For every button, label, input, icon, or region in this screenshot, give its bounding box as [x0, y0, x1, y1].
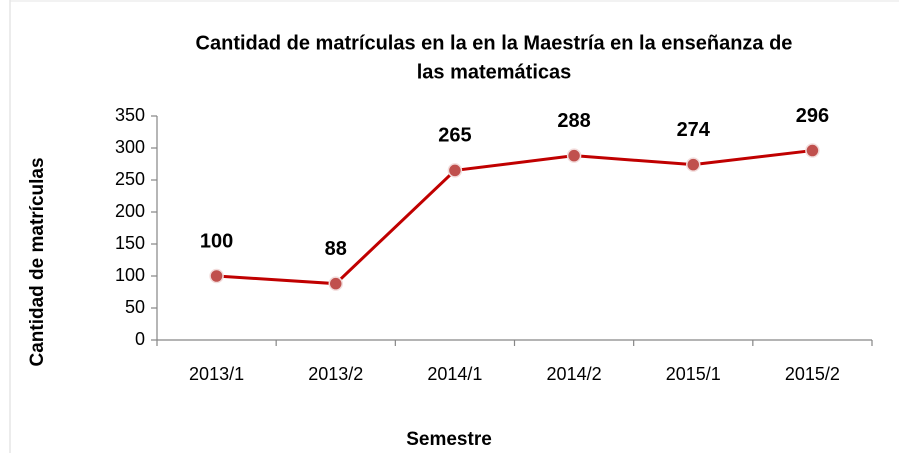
x-axis-label: Semestre: [406, 429, 492, 450]
data-label: 88: [325, 238, 347, 260]
y-tick-label: 50: [125, 297, 145, 317]
y-tick-label: 350: [115, 105, 145, 125]
y-tick-label: 300: [115, 137, 145, 157]
data-label: 296: [796, 105, 829, 127]
x-tick-label: 2014/1: [427, 364, 482, 384]
data-label: 100: [200, 230, 233, 252]
chart-title: Cantidad de matrículas en la en la Maest…: [196, 32, 793, 54]
marker: [447, 163, 463, 178]
marker: [328, 276, 343, 291]
chart-title: las matemáticas: [417, 61, 572, 83]
data-label: 274: [677, 119, 711, 141]
data-label: 288: [557, 110, 590, 132]
y-tick-label: 200: [115, 201, 145, 221]
x-tick-label: 2014/2: [547, 364, 602, 384]
line: [216, 149, 813, 286]
marker: [686, 157, 701, 172]
y-axis-label: Cantidad de matrículas: [27, 157, 48, 366]
data-label: 265: [438, 125, 471, 147]
marker: [805, 143, 820, 158]
marker: [566, 148, 582, 163]
marker: [209, 268, 224, 284]
x-tick-label: 2015/2: [785, 364, 840, 384]
y-tick-label: 100: [115, 265, 145, 285]
y-tick-label: 250: [115, 169, 145, 189]
x-tick-label: 2015/1: [666, 364, 721, 384]
x-tick-label: 2013/2: [308, 364, 363, 384]
x-tick-label: 2013/1: [189, 364, 244, 384]
y-tick-label: 150: [115, 233, 145, 253]
y-tick-label: 0: [135, 329, 145, 349]
